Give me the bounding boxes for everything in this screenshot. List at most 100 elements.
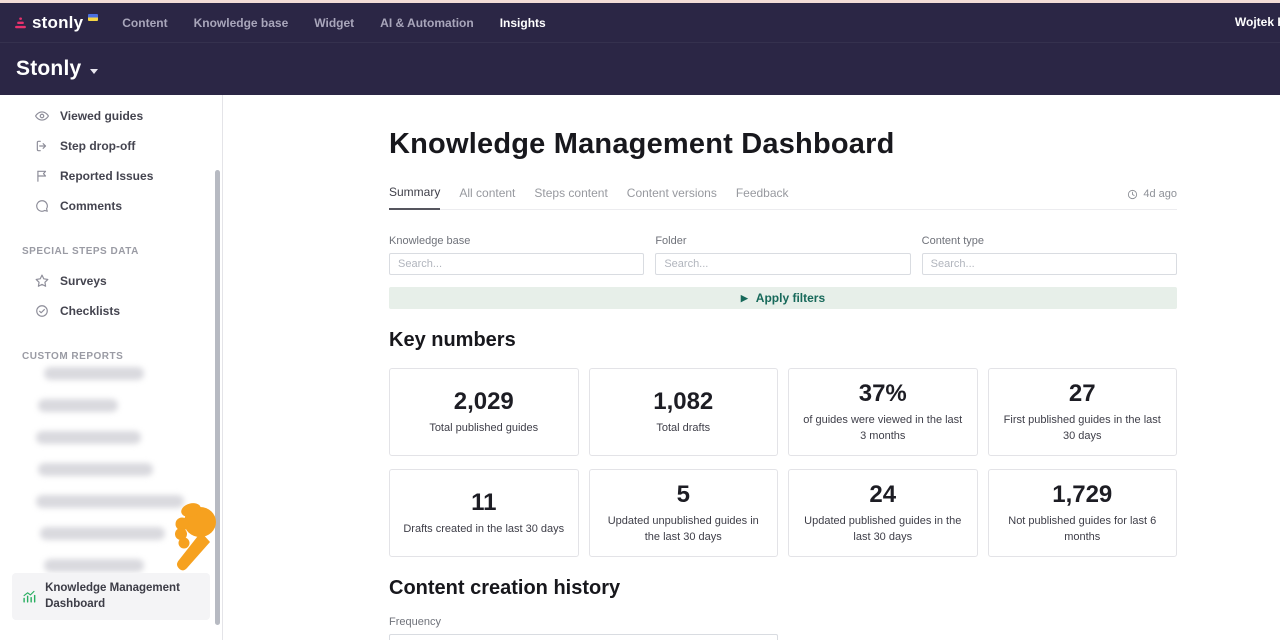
nav-item-insights[interactable]: Insights [499,15,546,30]
top-navigation-bar: stonly Content Knowledge base Widget AI … [0,3,1280,42]
redacted-report-item [36,495,184,508]
workspace-switcher[interactable]: Stonly [0,42,1280,95]
key-numbers-grid: 2,029 Total published guides 1,082 Total… [389,368,1177,557]
tab-summary[interactable]: Summary [389,185,441,210]
sidebar-item-label: Reported Issues [60,169,154,183]
kpi-value: 11 [471,488,497,516]
kpi-label: First published guides in the last 30 da… [1003,414,1161,442]
key-numbers-heading: Key numbers [389,329,516,351]
filter-label: Folder [655,235,687,247]
kpi-label: Updated published guides in the last 30 … [804,515,962,543]
chevron-down-icon [90,68,99,74]
sidebar-section-special-steps-data: SPECIAL STEPS DATA [22,246,139,257]
filter-knowledge-base: Knowledge base [389,235,645,275]
last-updated-text: 4d ago [1143,188,1177,200]
chart-icon [23,590,36,603]
kpi-label: Drafts created in the last 30 days [403,522,565,535]
content-type-search-input[interactable] [921,253,1177,275]
kpi-value: 1,082 [653,387,714,415]
window-top-edge [0,0,1280,3]
nav-item-ai-automation[interactable]: AI & Automation [380,15,474,30]
sidebar-item-label: Viewed guides [60,109,144,123]
user-menu[interactable]: Wojtek K [1234,15,1280,29]
kpi-card-drafts-created: 11 Drafts created in the last 30 days [389,469,579,557]
tab-feedback[interactable]: Feedback [735,186,789,200]
kpi-card-guides-viewed-percent: 37% of guides were viewed in the last 3 … [788,368,978,456]
ukraine-flag-icon [88,13,99,21]
sidebar-item-step-drop-off[interactable]: Step drop-off [0,131,222,161]
sidebar-item-label: Comments [60,199,123,213]
flag-icon [37,170,47,182]
sidebar-item-label: Step drop-off [60,139,136,153]
filter-label: Knowledge base [389,235,471,247]
kpi-label: Total drafts [656,421,711,434]
kpi-card-updated-unpublished-guides: 5 Updated unpublished guides in the last… [588,469,778,557]
sidebar-item-label: Surveys [60,274,107,288]
content-creation-history-heading: Content creation history [389,577,621,599]
kpi-label: of guides were viewed in the last 3 mont… [803,414,963,442]
kpi-label: Updated unpublished guides in the last 3… [607,515,759,543]
redacted-report-item [44,367,144,380]
filters-row: Knowledge base Folder Content type [389,235,1177,275]
kpi-card-updated-published-guides: 24 Updated published guides in the last … [788,469,978,557]
play-icon: ▶ [740,292,748,303]
sidebar-item-checklists[interactable]: Checklists [0,296,222,326]
nav-item-widget[interactable]: Widget [314,15,355,30]
kpi-card-first-published-guides: 27 First published guides in the last 30… [987,368,1177,456]
sidebar-section-custom-reports: CUSTOM REPORTS [22,351,124,362]
kpi-value: 2,029 [453,387,514,415]
page-title: Knowledge Management Dashboard [389,128,895,160]
check-circle-icon [36,305,48,317]
filter-content-type: Content type [921,235,1177,275]
kpi-label: Not published guides for last 6 months [1008,515,1157,543]
nav-item-content[interactable]: Content [122,15,168,30]
sidebar-item-comments[interactable]: Comments [0,191,222,221]
frequency-label: Frequency [389,616,441,628]
apply-filters-label: Apply filters [755,291,826,305]
folder-search-input[interactable] [655,253,911,275]
apply-filters-button[interactable]: ▶ Apply filters [389,287,1177,309]
redacted-report-item [36,431,141,444]
last-updated: 4d ago [1127,188,1177,209]
star-icon [35,274,49,287]
tab-steps-content[interactable]: Steps content [534,186,608,200]
kpi-value: 27 [1068,380,1096,408]
nav-item-knowledge-base[interactable]: Knowledge base [193,15,289,30]
comment-icon [36,200,48,212]
filter-label: Content type [921,235,985,247]
hand-cursor-icon [175,503,216,571]
sidebar-item-viewed-guides[interactable]: Viewed guides [0,101,222,131]
kpi-card-total-published-guides: 2,029 Total published guides [389,368,579,456]
tab-content-versions[interactable]: Content versions [626,186,717,200]
step-out-icon [36,140,47,152]
sidebar-item-label: Checklists [60,304,121,318]
eye-icon [35,111,49,121]
knowledge-base-search-input[interactable] [389,253,645,275]
redacted-custom-reports-list [24,367,204,591]
dashboard-tabs: Summary All content Steps content Conten… [389,185,1177,210]
kpi-label: Total published guides [429,421,539,434]
kpi-value: 24 [869,481,897,509]
sidebar-item-label: Knowledge Management Dashboard [45,582,180,610]
kpi-card-not-published-guides: 1,729 Not published guides for last 6 mo… [987,469,1177,557]
clock-icon [1128,189,1138,199]
kpi-card-total-drafts: 1,082 Total drafts [588,368,778,456]
stonly-logo-icon [15,16,26,28]
sidebar-item-surveys[interactable]: Surveys [0,266,222,296]
filter-folder: Folder [655,235,911,275]
frequency-select[interactable]: Monthly [389,634,778,640]
redacted-report-item [38,399,118,412]
kpi-value: 1,729 [1052,481,1113,509]
sidebar-scrollbar[interactable] [215,170,220,625]
kpi-value: 5 [676,481,690,509]
kpi-value: 37% [858,380,907,408]
dashboard-main: Knowledge Management Dashboard Summary A… [223,95,1280,640]
main-nav: Content Knowledge base Widget AI & Autom… [122,16,545,30]
sidebar-item-knowledge-management-dashboard[interactable]: Knowledge Management Dashboard [12,573,210,621]
redacted-report-item [44,559,144,572]
redacted-report-item [38,463,153,476]
insights-sidebar: Viewed guides Step drop-off Reported Iss… [0,95,223,640]
stonly-logo[interactable]: stonly [14,10,99,36]
tab-all-content[interactable]: All content [459,186,516,200]
sidebar-item-reported-issues[interactable]: Reported Issues [0,161,222,191]
